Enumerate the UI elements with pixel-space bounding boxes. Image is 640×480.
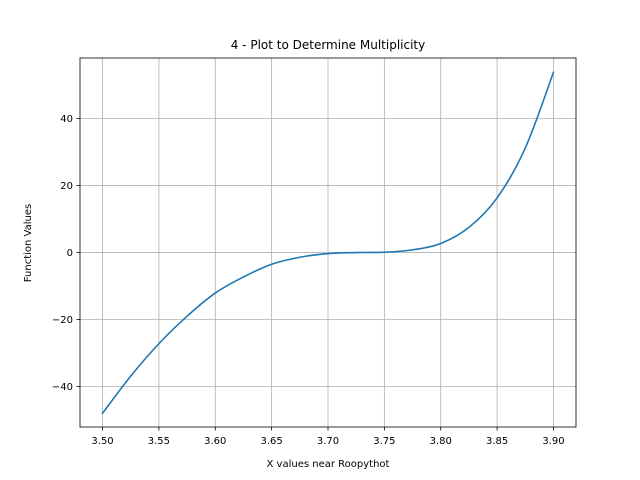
x-tick-label: 3.90: [542, 436, 564, 447]
x-axis-label: X values near Roopythot: [267, 459, 390, 470]
x-tick-label: 3.50: [91, 436, 113, 447]
y-axis-ticks: −40 −20 0 20 40: [52, 114, 80, 393]
y-tick-label: 40: [60, 114, 73, 125]
y-axis-label: Function Values: [23, 204, 34, 282]
x-tick-label: 3.60: [204, 436, 226, 447]
series-layer: [101, 71, 555, 415]
x-tick-label: 3.65: [261, 436, 283, 447]
x-axis-ticks: 3.50 3.55 3.60 3.65 3.70 3.75 3.80 3.85 3.90: [91, 427, 565, 447]
grid-lines: [80, 58, 576, 427]
x-tick-label: 3.55: [148, 436, 170, 447]
y-tick-label: 20: [60, 181, 73, 192]
x-tick-label: 3.75: [373, 436, 395, 447]
series-line: [101, 71, 555, 415]
x-tick-label: 3.80: [430, 436, 452, 447]
x-tick-label: 3.85: [486, 436, 508, 447]
y-tick-label: −40: [52, 382, 73, 393]
y-tick-label: −20: [52, 315, 73, 326]
x-tick-label: 3.70: [317, 436, 339, 447]
y-tick-label: 0: [67, 248, 73, 259]
chart-title: 4 - Plot to Determine Multiplicity: [231, 38, 426, 52]
